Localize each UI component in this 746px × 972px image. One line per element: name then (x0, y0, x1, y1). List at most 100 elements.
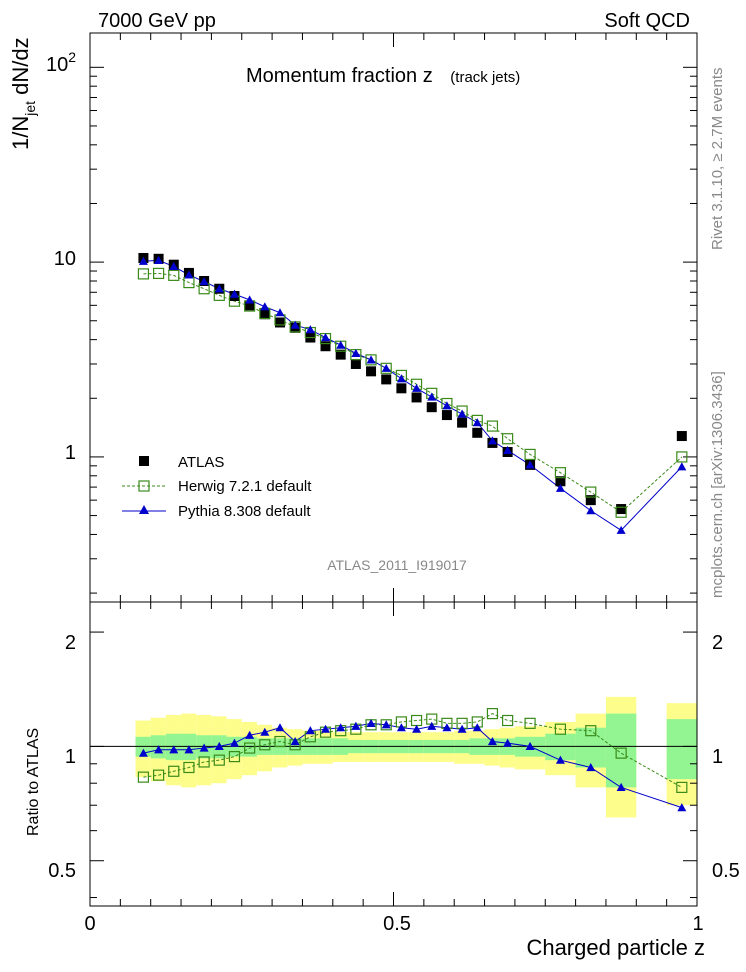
pythia-ratio-point (487, 737, 497, 746)
pythia-ratio-point (184, 745, 194, 754)
herwig-ratio-point (259, 739, 271, 751)
ratio-y-tick-0-5-right: 0.5 (712, 860, 740, 882)
pythia-point (336, 340, 346, 349)
atlas-point (441, 410, 452, 421)
pythia-point (525, 460, 535, 469)
atlas-point (676, 431, 687, 442)
atlas-point (335, 349, 346, 360)
herwig-ratio-point (615, 747, 627, 759)
pythia-ratio-point (138, 748, 148, 757)
pythia-ratio-point (275, 723, 285, 732)
herwig-point (365, 354, 377, 366)
chart-subtitle: (track jets) (450, 69, 520, 86)
y-tick-label-100: 102 (46, 49, 76, 76)
legend-marker-herwig (138, 480, 150, 492)
atlas-point (274, 317, 285, 328)
herwig-point (152, 267, 165, 280)
herwig-ratio-point (502, 714, 514, 727)
pythia-point (457, 409, 467, 418)
legend-label-atlas: ATLAS (178, 454, 224, 471)
atlas-point (585, 495, 596, 506)
herwig-ratio-point (244, 742, 256, 754)
header-left: 7000 GeV pp (98, 10, 216, 32)
herwig-ratio-point (228, 751, 241, 763)
atlas-point (411, 392, 422, 403)
x-tick-label-1: 1 (692, 913, 703, 935)
ratio-y-tick-0-5-left: 0.5 (48, 860, 76, 882)
herwig-point (676, 451, 688, 463)
ratio-band-inner (605, 713, 637, 788)
herwig-ratio-point (585, 725, 597, 737)
pythia-point (616, 525, 626, 534)
source-label: mcplots.cern.ch [arXiv:1306.3436] (709, 371, 726, 598)
pythia-ratio-point (351, 721, 361, 730)
ratio-y-tick-2-right: 2 (712, 632, 723, 654)
main-plot-area (89, 32, 698, 603)
pythia-ratio-point (169, 745, 179, 754)
ratio-y-tick-2-left: 2 (65, 632, 76, 654)
ylabel-rest: dN/dz (8, 37, 33, 101)
atlas-point (616, 504, 627, 515)
pythia-point (214, 284, 224, 293)
pythia-ratio-point (616, 782, 626, 791)
ylabel-main: 1/N (8, 116, 33, 150)
pythia-point (245, 295, 255, 304)
pythia-point (305, 325, 315, 334)
herwig-point (615, 506, 627, 518)
herwig-ratio-point (486, 708, 499, 720)
pythia-ratio-point (525, 741, 535, 751)
chart-title: Momentum fraction z (track jets) (246, 65, 520, 87)
pythia-ratio-point (457, 724, 467, 733)
y-tick-label-1: 1 (65, 442, 76, 464)
pythia-point (169, 261, 179, 271)
herwig-ratio-point (676, 781, 688, 793)
atlas-point (555, 476, 566, 487)
pythia-ratio-point (199, 743, 209, 752)
legend: ATLAS Herwig 7.2.1 default Pythia 8.308 … (122, 454, 312, 520)
x-tick-label-0: 0 (84, 913, 95, 935)
pythia-ratio-point (381, 720, 391, 729)
x-tick-label-0-5: 0.5 (383, 913, 411, 935)
ratio-y-axis-label: Ratio to ATLAS (25, 728, 42, 836)
herwig-point (380, 362, 392, 374)
pythia-point (381, 363, 391, 372)
pythia-point (229, 289, 239, 298)
pythia-point (290, 320, 300, 329)
pythia-ratio-point (229, 738, 239, 747)
pythia-ratio-point (586, 762, 596, 772)
ratio-band-inner (666, 719, 697, 780)
pythia-ratio-point (412, 724, 422, 733)
pythia-point (199, 277, 209, 286)
herwig-ratio-point (380, 719, 392, 731)
pythia-point (351, 348, 361, 357)
pythia-point (472, 418, 482, 427)
pythia-ratio-point (154, 745, 164, 754)
analysis-watermark: ATLAS_2011_I919017 (327, 557, 467, 573)
ratio-band-inner (575, 727, 606, 768)
legend-marker-atlas (139, 456, 149, 466)
pythia-ratio-point (442, 723, 452, 732)
pythia-point (154, 255, 164, 265)
herwig-point (502, 433, 514, 445)
herwig-point (486, 420, 499, 432)
pythia-point (275, 308, 285, 317)
pythia-point (487, 436, 497, 445)
pythia-point (138, 256, 148, 265)
atlas-point (259, 309, 270, 320)
pythia-ratio-point (503, 738, 513, 747)
pythia-ratio-point (677, 803, 687, 812)
header-right: Soft QCD (604, 10, 690, 32)
legend-label-pythia: Pythia 8.308 default (178, 503, 311, 520)
pythia-ratio-point (427, 721, 437, 730)
pythia-point (366, 355, 376, 364)
pythia-point (427, 392, 437, 401)
ylabel-sub: jet (22, 101, 38, 117)
atlas-point (244, 300, 255, 311)
pythia-ratio-point (245, 730, 255, 739)
pythia-point (442, 401, 452, 410)
herwig-point (554, 467, 567, 479)
pythia-ratio-point (290, 737, 300, 746)
herwig-ratio-point (554, 723, 567, 735)
herwig-ratio-point (152, 769, 165, 781)
